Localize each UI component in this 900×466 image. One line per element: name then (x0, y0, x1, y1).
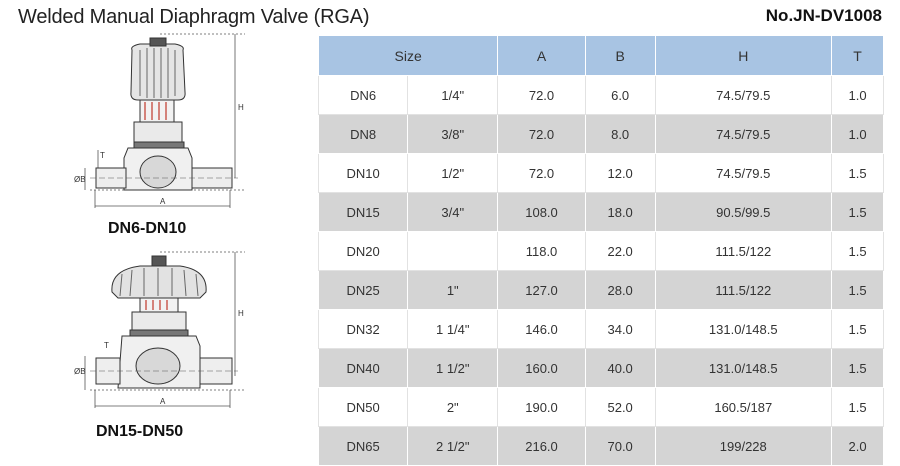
cell-b: 28.0 (584, 270, 656, 310)
document-number: No.JN-DV1008 (765, 6, 882, 25)
table-row: DN25 1" 127.0 28.0 111.5/122 1.5 (317, 270, 884, 310)
cell-t: 1.5 (831, 153, 884, 193)
cell-h: 131.0/148.5 (654, 309, 833, 349)
dim-label-b: ØB (74, 367, 86, 376)
cell-h: 74.5/79.5 (654, 153, 833, 193)
cell-t: 2.0 (831, 426, 884, 466)
table-row: DN40 1 1/2" 160.0 40.0 131.0/148.5 1.5 (317, 348, 884, 388)
cell-dn: DN40 (317, 348, 409, 388)
cell-dn: DN50 (317, 387, 409, 427)
cell-inch: 2 1/2" (407, 426, 499, 466)
cell-h: 131.0/148.5 (654, 348, 833, 388)
cell-h: 199/228 (654, 426, 833, 466)
cell-inch: 1 1/2" (407, 348, 499, 388)
table-row: DN10 1/2" 72.0 12.0 74.5/79.5 1.5 (317, 153, 884, 193)
cell-inch: 1" (407, 270, 499, 310)
dim-label-a: A (160, 197, 166, 206)
cell-inch: 1/4" (407, 75, 499, 115)
cell-t: 1.0 (831, 114, 884, 154)
cell-b: 22.0 (584, 231, 656, 271)
table-row: DN6 1/4" 72.0 6.0 74.5/79.5 1.0 (317, 75, 884, 115)
cell-b: 40.0 (584, 348, 656, 388)
header-a: A (497, 35, 586, 76)
cell-t: 1.5 (831, 192, 884, 232)
table-row: DN32 1 1/4" 146.0 34.0 131.0/148.5 1.5 (317, 309, 884, 349)
cell-inch: 1/2" (407, 153, 499, 193)
cell-a: 127.0 (497, 270, 586, 310)
header-t: T (831, 35, 884, 76)
table-row: DN8 3/8" 72.0 8.0 74.5/79.5 1.0 (317, 114, 884, 154)
cell-b: 52.0 (584, 387, 656, 427)
cell-a: 190.0 (497, 387, 586, 427)
header-h: H (654, 35, 833, 76)
cell-inch: 2" (407, 387, 499, 427)
cell-b: 34.0 (584, 309, 656, 349)
cell-dn: DN20 (317, 231, 409, 271)
cell-a: 160.0 (497, 348, 586, 388)
cell-a: 216.0 (497, 426, 586, 466)
cell-a: 72.0 (497, 75, 586, 115)
figure-caption-dn15-dn50: DN15-DN50 (96, 423, 184, 440)
cell-a: 146.0 (497, 309, 586, 349)
cell-t: 1.5 (831, 231, 884, 271)
cell-h: 160.5/187 (654, 387, 833, 427)
cell-a: 72.0 (497, 153, 586, 193)
cell-dn: DN10 (317, 153, 409, 193)
valve-drawing-dn15-dn50: A H T ØB (74, 251, 245, 408)
cell-dn: DN6 (317, 75, 409, 115)
cell-h: 74.5/79.5 (654, 75, 833, 115)
cell-inch (407, 231, 499, 271)
cell-a: 72.0 (497, 114, 586, 154)
cell-inch: 1 1/4" (407, 309, 499, 349)
dim-label-b: ØB (74, 175, 86, 184)
cell-b: 70.0 (584, 426, 656, 466)
cell-dn: DN32 (317, 309, 409, 349)
cell-dn: DN25 (317, 270, 409, 310)
dim-label-t: T (100, 151, 105, 160)
cell-t: 1.5 (831, 309, 884, 349)
cell-h: 90.5/99.5 (654, 192, 833, 232)
header-size: Size (317, 35, 499, 76)
cell-h: 111.5/122 (654, 231, 833, 271)
cell-inch: 3/8" (407, 114, 499, 154)
cell-b: 12.0 (584, 153, 656, 193)
cell-b: 8.0 (584, 114, 656, 154)
dim-label-h: H (238, 309, 244, 318)
cell-a: 108.0 (497, 192, 586, 232)
cell-t: 1.5 (831, 348, 884, 388)
handwheel-shape (130, 43, 186, 101)
cell-a: 118.0 (497, 231, 586, 271)
cell-inch: 3/4" (407, 192, 499, 232)
table-row: DN50 2" 190.0 52.0 160.5/187 1.5 (317, 387, 884, 427)
cell-t: 1.5 (831, 270, 884, 310)
table-header-row: Size A B H T (317, 35, 884, 76)
cell-h: 74.5/79.5 (654, 114, 833, 154)
cell-h: 111.5/122 (654, 270, 833, 310)
header-b: B (584, 35, 656, 76)
dim-label-t: T (104, 341, 109, 350)
figure-caption-dn6-dn10: DN6-DN10 (108, 220, 187, 237)
specification-table: Size A B H T DN6 1/4" 72.0 6.0 74.5/79.5 1.0 D… (317, 35, 884, 466)
cell-dn: DN65 (317, 426, 409, 466)
cell-t: 1.0 (831, 75, 884, 115)
dim-label-h: H (238, 103, 244, 112)
valve-drawing-dn6-dn10: A H T ØB (74, 33, 245, 208)
cell-dn: DN15 (317, 192, 409, 232)
cell-t: 1.5 (831, 387, 884, 427)
table-row: DN20 118.0 22.0 111.5/122 1.5 (317, 231, 884, 271)
table-row: DN65 2 1/2" 216.0 70.0 199/228 2.0 (317, 426, 884, 466)
cell-b: 6.0 (584, 75, 656, 115)
cell-b: 18.0 (584, 192, 656, 232)
page-title: Welded Manual Diaphragm Valve (RGA) (18, 6, 370, 28)
table-row: DN15 3/4" 108.0 18.0 90.5/99.5 1.5 (317, 192, 884, 232)
cell-dn: DN8 (317, 114, 409, 154)
dim-label-a: A (160, 397, 166, 406)
